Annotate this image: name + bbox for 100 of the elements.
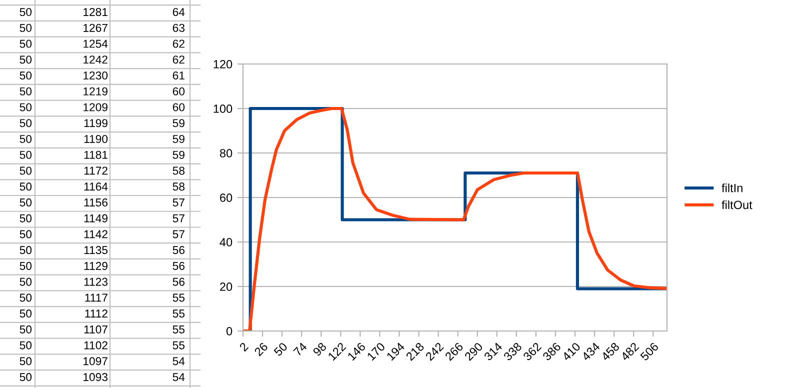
text: 1242 <box>84 56 108 64</box>
text: 50 <box>20 325 32 334</box>
x-tick-label: 218 <box>406 342 425 362</box>
text: 1199 <box>84 119 108 128</box>
text: 1209 <box>84 103 108 112</box>
text: 50 <box>20 150 32 159</box>
text: 1219 <box>84 87 108 96</box>
text: 62 <box>172 56 184 64</box>
text: 57 <box>172 214 184 222</box>
text: 50 <box>20 310 32 318</box>
text: 1254 <box>84 40 108 48</box>
text: 1097 <box>84 357 108 366</box>
text: 50 <box>20 230 32 238</box>
text: 54 <box>172 357 185 366</box>
text: 50 <box>20 373 32 382</box>
x-tick-label: 410 <box>562 342 581 362</box>
legend-label: filtOut <box>722 200 752 210</box>
text: 58 <box>172 182 185 191</box>
text: 50 <box>20 278 32 286</box>
text: 56 <box>172 246 184 254</box>
text: 63 <box>172 24 184 32</box>
text: 59 <box>172 134 184 144</box>
x-tick-label: 242 <box>425 342 444 361</box>
text: 55 <box>172 310 185 318</box>
text: 55 <box>172 341 185 350</box>
x-tick-label: 482 <box>620 342 640 362</box>
x-tick-label: 74 <box>293 342 308 356</box>
text: 55 <box>172 294 185 302</box>
text: 64 <box>172 8 185 16</box>
text: 50 <box>20 294 32 302</box>
text: 50 <box>20 40 32 48</box>
text: 50 <box>20 134 32 144</box>
text: 61 <box>172 71 184 80</box>
x-tick-label: 146 <box>347 342 366 361</box>
text: 1102 <box>84 341 108 350</box>
text: 1172 <box>84 166 108 175</box>
text: 1117 <box>85 294 108 302</box>
text: 56 <box>172 278 184 286</box>
text: 50 <box>20 119 32 128</box>
y-tick-label: 0 <box>226 327 232 336</box>
x-tick-label: 314 <box>484 342 503 362</box>
text: 60 <box>172 87 185 96</box>
text: 50 <box>20 71 32 80</box>
text: 60 <box>172 103 185 112</box>
x-tick-label: 266 <box>444 342 464 362</box>
y-tick-label: 120 <box>214 60 232 68</box>
x-tick-label: 506 <box>640 342 659 362</box>
text: 57 <box>172 230 184 238</box>
text: 50 <box>20 166 32 175</box>
text: 50 <box>20 56 32 64</box>
text: 50 <box>20 198 32 206</box>
y-tick-label: 80 <box>220 149 232 158</box>
text: 55 <box>172 326 185 334</box>
text: 57 <box>172 198 184 206</box>
x-tick-label: 362 <box>522 342 542 362</box>
x-tick-label: 338 <box>503 342 522 362</box>
text: 1142 <box>84 230 108 238</box>
x-tick-label: 50 <box>273 342 288 356</box>
text: 1093 <box>84 373 108 382</box>
text: 1190 <box>84 134 108 144</box>
text: 1107 <box>84 325 108 334</box>
legend-label: filtIn <box>722 184 742 192</box>
text: 1123 <box>84 278 108 286</box>
y-tick-label: 40 <box>220 238 232 246</box>
y-tick-label: 100 <box>214 104 232 113</box>
x-tick-label: 170 <box>366 342 386 361</box>
x-tick-label: 122 <box>328 342 346 361</box>
text: 1149 <box>84 214 108 222</box>
text: 1129 <box>84 262 108 270</box>
text: 50 <box>20 182 32 191</box>
text: 1135 <box>84 246 108 254</box>
text: 50 <box>20 262 32 270</box>
x-tick-label: 26 <box>254 342 268 356</box>
x-tick-label: 458 <box>600 342 620 362</box>
text: 59 <box>172 119 184 128</box>
text: 1230 <box>84 71 108 80</box>
text: 50 <box>20 87 32 96</box>
text: 59 <box>172 150 184 159</box>
y-tick-label: 60 <box>220 194 232 202</box>
text: 50 <box>20 103 32 112</box>
text: 1156 <box>84 198 108 206</box>
text: 58 <box>172 166 185 175</box>
x-tick-label: 98 <box>312 342 327 356</box>
text: 1281 <box>84 8 108 16</box>
x-tick-label: 434 <box>581 342 600 362</box>
text: 56 <box>172 262 184 270</box>
text: 54 <box>172 373 185 382</box>
text: 1267 <box>84 24 108 32</box>
x-tick-label: 290 <box>464 342 484 362</box>
x-tick-label: 2 <box>239 342 249 352</box>
x-tick-label: 194 <box>386 342 406 361</box>
text: 62 <box>172 40 184 48</box>
x-tick-label: 386 <box>542 342 562 362</box>
text: 50 <box>20 8 32 16</box>
text: 1164 <box>84 182 108 191</box>
text: 1181 <box>84 150 108 159</box>
y-tick-label: 20 <box>220 282 232 291</box>
text: 50 <box>20 246 32 254</box>
text: 50 <box>20 214 32 222</box>
text: 50 <box>20 24 32 32</box>
